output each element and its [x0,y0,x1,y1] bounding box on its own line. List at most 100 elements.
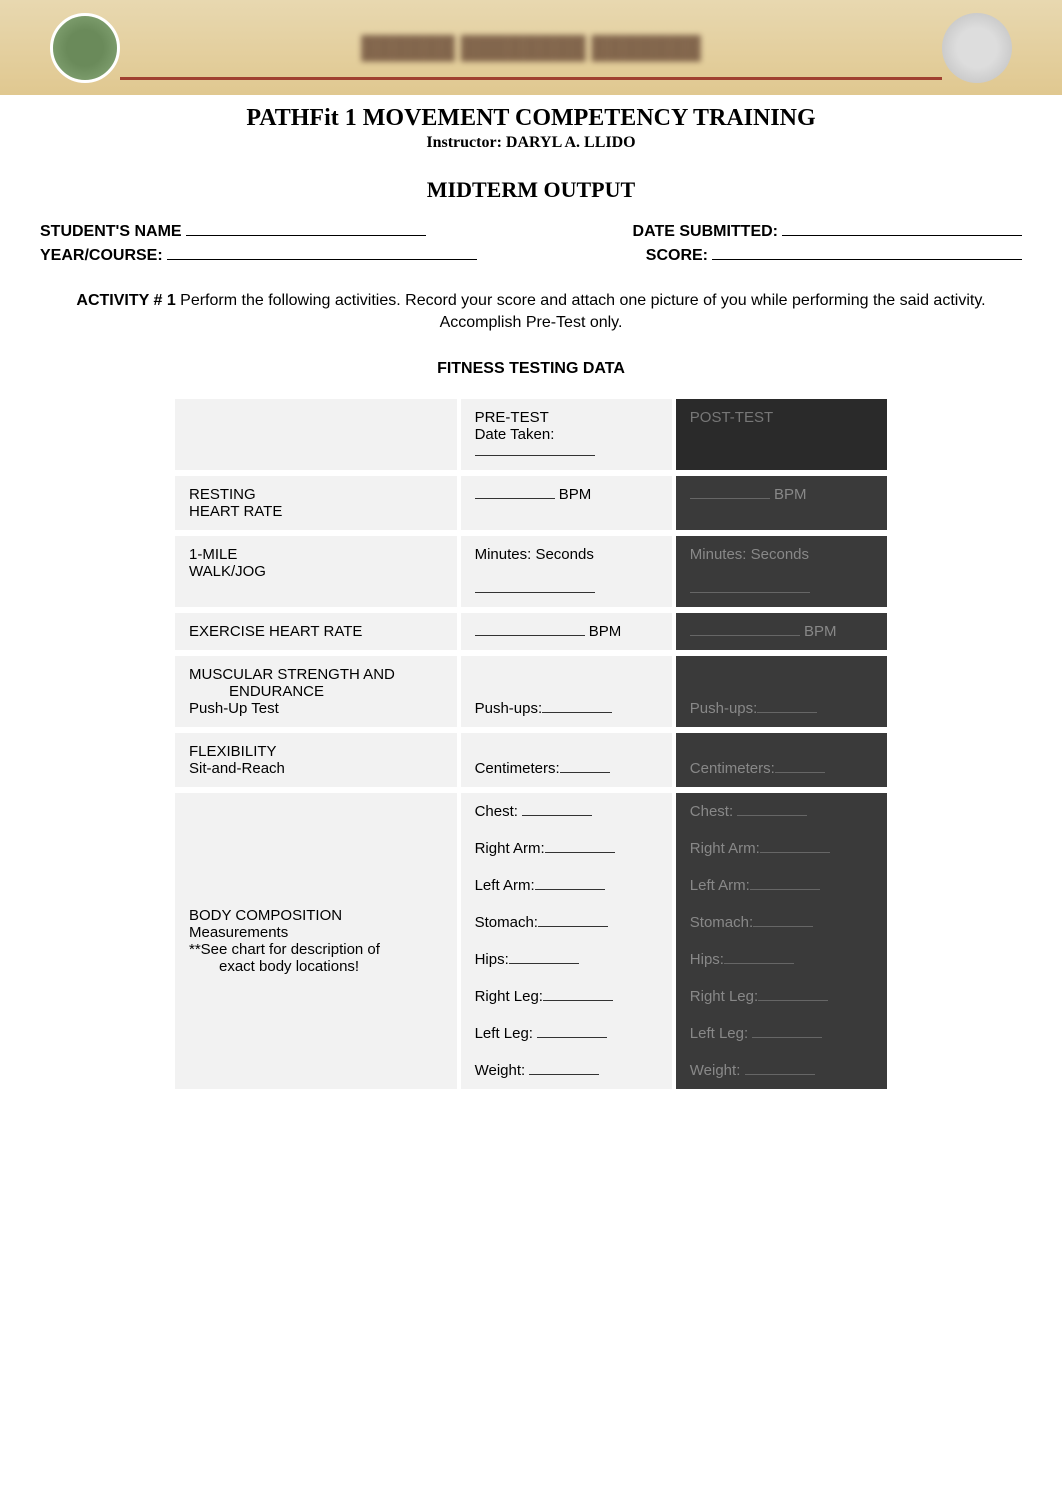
resting-pre-cell: BPM [461,476,672,530]
resting-post-unit: BPM [774,486,807,503]
flex-label1: FLEXIBILITY [189,743,277,760]
leftarm-post-blank [750,889,820,890]
muscular-post-blank [757,712,817,713]
midterm-heading: MIDTERM OUTPUT [40,177,1022,203]
table-header-row: PRE-TEST Date Taken: POST-TEST [175,399,887,470]
stomach-pre-label: Stomach: [475,914,538,931]
hips-post-blank [724,963,794,964]
chest-pre-blank[interactable] [522,815,592,816]
resting-post-blank [690,498,770,499]
muscular-label2: ENDURANCE [229,683,324,700]
chest-pre-label: Chest: [475,803,518,820]
banner-underline [120,77,942,80]
fitness-testing-heading: FITNESS TESTING DATA [40,360,1022,378]
mile-post-label: Minutes: Seconds [690,546,809,563]
leftleg-pre-label: Left Leg: [475,1025,533,1042]
year-course-label: YEAR/COURSE: [40,247,163,265]
year-course-blank[interactable] [167,259,477,260]
mile-label1: 1-MILE [189,546,237,563]
logo-left [50,13,120,83]
rightarm-pre-blank[interactable] [545,852,615,853]
date-taken-blank[interactable] [475,455,595,456]
body-label-cell: BODY COMPOSITION Measurements **See char… [175,793,457,1089]
muscular-label3: Push-Up Test [189,700,279,717]
hips-post-label: Hips: [690,951,724,968]
flex-pre-blank[interactable] [560,772,610,773]
posttest-header-cell: POST-TEST [676,399,887,470]
pretest-label: PRE-TEST [475,409,549,426]
muscular-post-cell: Push-ups: [676,656,887,727]
exercise-post-cell: BPM [676,613,887,650]
muscular-pre-blank[interactable] [542,712,612,713]
leftarm-post-label: Left Arm: [690,877,750,894]
banner-blurred-text: ██████ ████████ ███████ [120,35,942,61]
rightarm-pre-label: Right Arm: [475,840,545,857]
flex-post-cell: Centimeters: [676,733,887,787]
exercise-pre-cell: BPM [461,613,672,650]
leftleg-post-label: Left Leg: [690,1025,748,1042]
resting-pre-blank[interactable] [475,498,555,499]
muscular-label1: MUSCULAR STRENGTH AND [189,666,395,683]
muscular-post-label: Push-ups: [690,700,758,717]
muscular-pre-label: Push-ups: [475,700,543,717]
logo-right [942,13,1012,83]
stomach-post-blank [753,926,813,927]
course-title: PATHFit 1 MOVEMENT COMPETENCY TRAINING [40,105,1022,132]
resting-label-cell: RESTING HEART RATE [175,476,457,530]
mile-pre-blank[interactable] [475,592,595,593]
info-row-1: STUDENT'S NAME DATE SUBMITTED: [40,223,1022,241]
body-pre-cell: Chest: Right Arm: Left Arm: Stomach: Hip… [461,793,672,1089]
resting-label1: RESTING [189,486,256,503]
mile-post-cell: Minutes: Seconds [676,536,887,607]
weight-pre-label: Weight: [475,1062,526,1079]
score-label: SCORE: [646,247,708,265]
mile-post-blank [690,592,810,593]
leftleg-pre-blank[interactable] [537,1037,607,1038]
flex-pre-label: Centimeters: [475,760,560,777]
weight-post-blank [745,1074,815,1075]
body-post-cell: Chest: Right Arm: Left Arm: Stomach: Hip… [676,793,887,1089]
pretest-header-cell: PRE-TEST Date Taken: [461,399,672,470]
student-name-label: STUDENT'S NAME [40,223,182,241]
rightleg-post-blank [758,1000,828,1001]
info-row-2: YEAR/COURSE: SCORE: [40,247,1022,265]
chest-post-label: Chest: [690,803,733,820]
exercise-pre-blank[interactable] [475,635,585,636]
resting-label2: HEART RATE [189,503,282,520]
row-resting: RESTING HEART RATE BPM BPM [175,476,887,530]
exercise-pre-unit: BPM [589,623,622,640]
row-mile: 1-MILE WALK/JOG Minutes: Seconds Minutes… [175,536,887,607]
row-flex: FLEXIBILITY Sit-and-Reach Centimeters: C… [175,733,887,787]
flex-label2: Sit-and-Reach [189,760,285,777]
student-name-blank[interactable] [186,235,426,236]
hips-pre-blank[interactable] [509,963,579,964]
leftleg-post-blank [752,1037,822,1038]
flex-label-cell: FLEXIBILITY Sit-and-Reach [175,733,457,787]
instructor-line: Instructor: DARYL A. LLIDO [40,134,1022,152]
score-blank[interactable] [712,259,1022,260]
activity-instructions: ACTIVITY # 1 Perform the following activ… [40,290,1022,335]
flex-pre-cell: Centimeters: [461,733,672,787]
muscular-label-cell: MUSCULAR STRENGTH AND ENDURANCE Push-Up … [175,656,457,727]
row-muscular: MUSCULAR STRENGTH AND ENDURANCE Push-Up … [175,656,887,727]
rightarm-post-blank [760,852,830,853]
leftarm-pre-label: Left Arm: [475,877,535,894]
posttest-label: POST-TEST [690,409,773,426]
mile-pre-label: Minutes: Seconds [475,546,594,563]
leftarm-pre-blank[interactable] [535,889,605,890]
rightleg-pre-label: Right Leg: [475,988,543,1005]
rightleg-post-label: Right Leg: [690,988,758,1005]
weight-pre-blank[interactable] [529,1074,599,1075]
exercise-post-blank [690,635,800,636]
stomach-pre-blank[interactable] [538,926,608,927]
header-banner: ██████ ████████ ███████ [0,0,1062,95]
date-taken-label: Date Taken: [475,426,555,443]
hips-pre-label: Hips: [475,951,509,968]
header-empty-cell [175,399,457,470]
fitness-table: PRE-TEST Date Taken: POST-TEST RESTING H… [171,393,891,1095]
date-submitted-blank[interactable] [782,235,1022,236]
exercise-post-unit: BPM [804,623,837,640]
chest-post-blank [737,815,807,816]
activity-number: ACTIVITY # 1 [76,292,180,309]
rightleg-pre-blank[interactable] [543,1000,613,1001]
